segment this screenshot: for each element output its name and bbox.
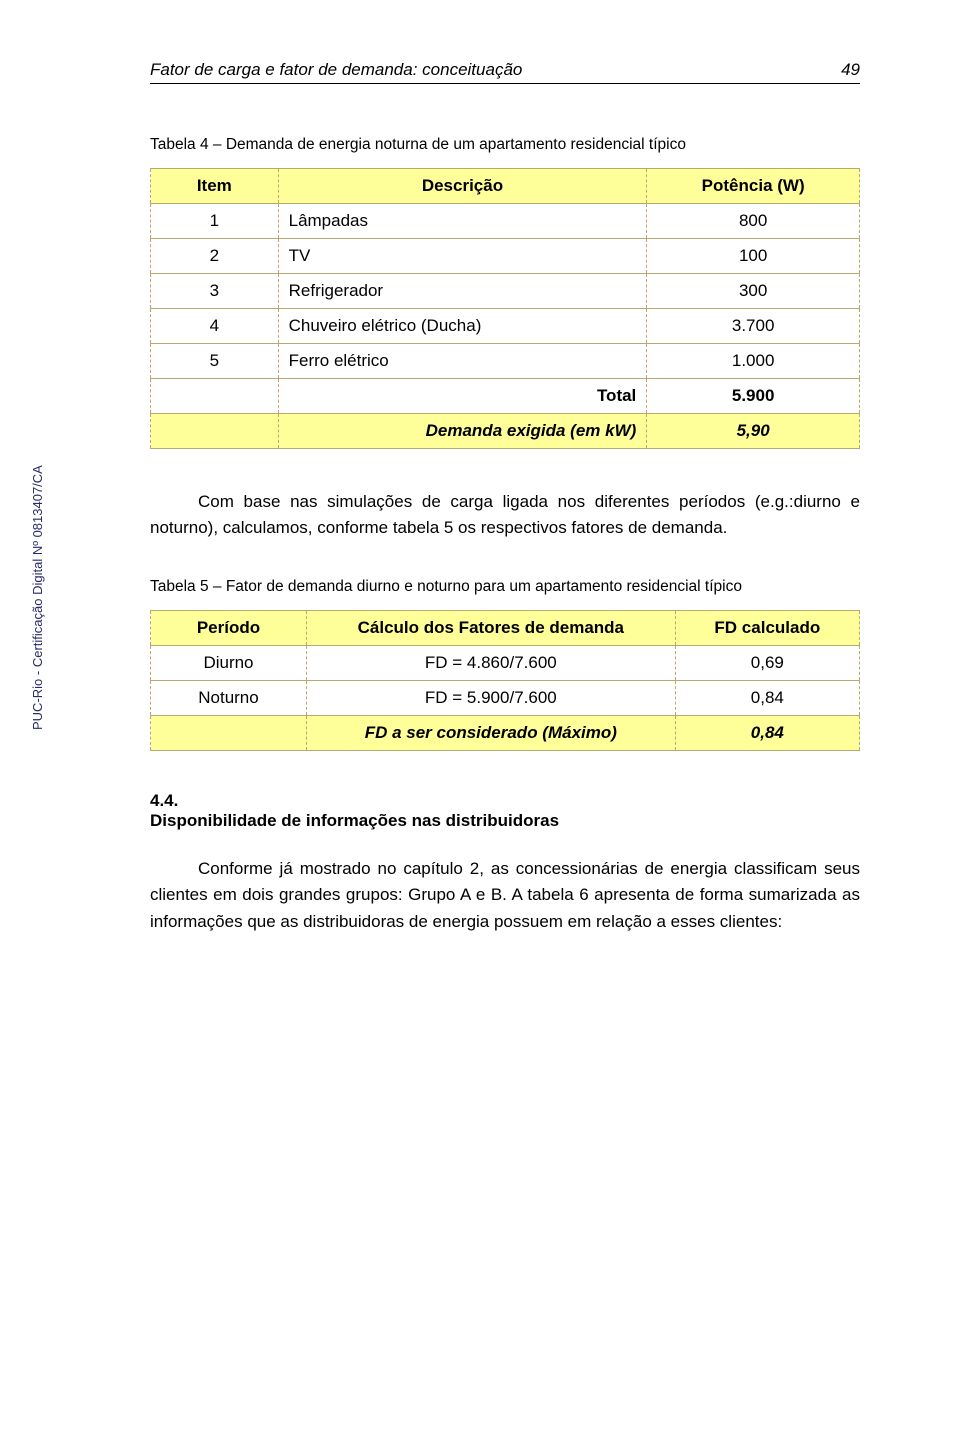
t4-r0c0: 1 [151,203,279,238]
table4: Item Descrição Potência (W) 1 Lâmpadas 8… [150,168,860,449]
t5-fdmax-label: FD a ser considerado (Máximo) [306,716,675,751]
t5-r0c1: FD = 4.860/7.600 [306,646,675,681]
t5-r1c1: FD = 5.900/7.600 [306,681,675,716]
t4-r0c1: Lâmpadas [278,203,647,238]
t5-r0c0: Diurno [151,646,307,681]
table5-caption: Tabela 5 – Fator de demanda diurno e not… [150,576,860,598]
t4-r2c0: 3 [151,273,279,308]
t4-r4c1: Ferro elétrico [278,343,647,378]
t4-h2: Potência (W) [647,168,860,203]
t4-r1c0: 2 [151,238,279,273]
t4-h0: Item [151,168,279,203]
t5-h2: FD calculado [675,611,859,646]
t4-demanda-empty [151,413,279,448]
t5-fdmax-empty [151,716,307,751]
t5-h1: Cálculo dos Fatores de demanda [306,611,675,646]
t4-total-label: Total [278,378,647,413]
section-number: 4.4. [150,791,860,811]
t4-r1c1: TV [278,238,647,273]
t4-r3c0: 4 [151,308,279,343]
t4-r3c1: Chuveiro elétrico (Ducha) [278,308,647,343]
sidebar-certification: PUC-Rio - Certificação Digital Nº 081340… [30,465,45,730]
t5-r1c0: Noturno [151,681,307,716]
t4-r2c2: 300 [647,273,860,308]
page-header: Fator de carga e fator de demanda: conce… [150,60,860,84]
table5: Período Cálculo dos Fatores de demanda F… [150,610,860,751]
section-title: Disponibilidade de informações nas distr… [150,811,860,831]
t4-demanda-value: 5,90 [647,413,860,448]
t4-demanda-label: Demanda exigida (em kW) [278,413,647,448]
t4-r4c0: 5 [151,343,279,378]
t4-h1: Descrição [278,168,647,203]
header-page-number: 49 [841,60,860,80]
t4-r3c2: 3.700 [647,308,860,343]
t5-r1c2: 0,84 [675,681,859,716]
t4-total-value: 5.900 [647,378,860,413]
t4-total-empty [151,378,279,413]
t4-r2c1: Refrigerador [278,273,647,308]
t4-r0c2: 800 [647,203,860,238]
t4-r4c2: 1.000 [647,343,860,378]
t5-r0c2: 0,69 [675,646,859,681]
t5-fdmax-value: 0,84 [675,716,859,751]
table4-caption: Tabela 4 – Demanda de energia noturna de… [150,134,860,156]
paragraph-2: Conforme já mostrado no capítulo 2, as c… [150,856,860,935]
header-title: Fator de carga e fator de demanda: conce… [150,60,522,80]
t4-r1c2: 100 [647,238,860,273]
t5-h0: Período [151,611,307,646]
paragraph-1: Com base nas simulações de carga ligada … [150,489,860,542]
